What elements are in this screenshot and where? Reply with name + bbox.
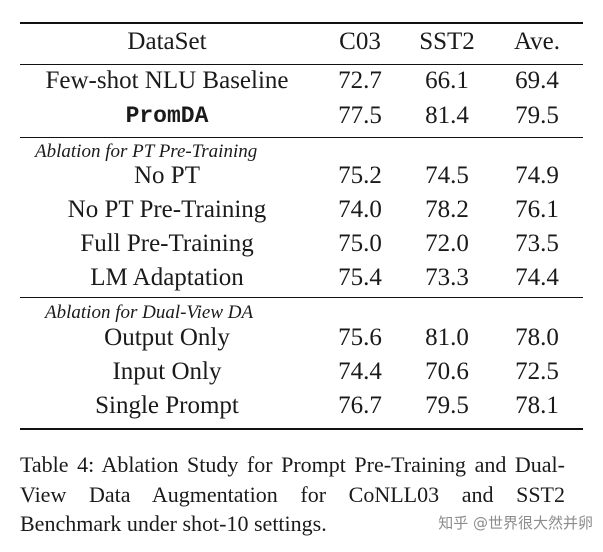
cell-no-pt-pretraining-ave: 76.1	[515, 196, 559, 223]
cell-full-pretraining-sst2: 72.0	[425, 230, 469, 257]
cell-input-only-sst2: 70.6	[425, 358, 469, 385]
row-label-no-pt: No PT	[134, 162, 200, 189]
cell-no-pt-pretraining-c03: 74.0	[338, 196, 382, 223]
row-label-promda: PromDA	[125, 103, 209, 129]
section-title-pt: Ablation for PT Pre-Training	[35, 141, 258, 162]
cell-no-pt-pretraining-sst2: 78.2	[425, 196, 469, 223]
header-sst2: SST2	[419, 28, 475, 55]
row-label-full-pretraining: Full Pre-Training	[80, 230, 254, 257]
header-c03: C03	[339, 28, 381, 55]
header-dataset: DataSet	[127, 28, 207, 55]
watermark: 知乎 @世界很大然并卵	[438, 514, 593, 532]
header-rule	[20, 64, 583, 65]
table-bottom-rule	[20, 428, 583, 430]
table-top-rule	[20, 22, 583, 24]
cell-promda-sst2: 81.4	[425, 102, 469, 129]
row-label-baseline: Few-shot NLU Baseline	[45, 67, 289, 94]
cell-no-pt-ave: 74.9	[515, 162, 559, 189]
row-label-no-pt-pretraining: No PT Pre-Training	[67, 196, 267, 223]
row-label-single-prompt: Single Prompt	[95, 392, 239, 419]
cell-promda-ave: 79.5	[515, 102, 559, 129]
cell-input-only-ave: 72.5	[515, 358, 559, 385]
cell-single-prompt-sst2: 79.5	[425, 392, 469, 419]
cell-no-pt-c03: 75.2	[338, 162, 382, 189]
table-caption: Table 4: Ablation Study for Prompt Pre-T…	[20, 452, 565, 536]
cell-single-prompt-c03: 76.7	[338, 392, 382, 419]
cell-baseline-ave: 69.4	[515, 67, 559, 94]
cell-full-pretraining-ave: 73.5	[515, 230, 559, 257]
row-label-output-only: Output Only	[104, 324, 230, 351]
cell-baseline-c03: 72.7	[338, 67, 382, 94]
cell-promda-c03: 77.5	[338, 102, 382, 129]
section-rule-da	[20, 297, 583, 298]
header-ave: Ave.	[513, 28, 561, 55]
row-label-lm-adaptation: LM Adaptation	[90, 264, 244, 291]
section-title-da: Ablation for Dual-View DA	[45, 302, 254, 323]
cell-input-only-c03: 74.4	[338, 358, 382, 385]
cell-lm-adaptation-ave: 74.4	[515, 264, 559, 291]
cell-lm-adaptation-c03: 75.4	[338, 264, 382, 291]
cell-output-only-ave: 78.0	[515, 324, 559, 351]
cell-baseline-sst2: 66.1	[425, 67, 469, 94]
row-label-input-only: Input Only	[112, 358, 222, 385]
cell-single-prompt-ave: 78.1	[515, 392, 559, 419]
cell-lm-adaptation-sst2: 73.3	[425, 264, 469, 291]
cell-output-only-c03: 75.6	[338, 324, 382, 351]
section-rule-pt	[20, 137, 583, 138]
cell-no-pt-sst2: 74.5	[425, 162, 469, 189]
cell-output-only-sst2: 81.0	[425, 324, 469, 351]
cell-full-pretraining-c03: 75.0	[338, 230, 382, 257]
